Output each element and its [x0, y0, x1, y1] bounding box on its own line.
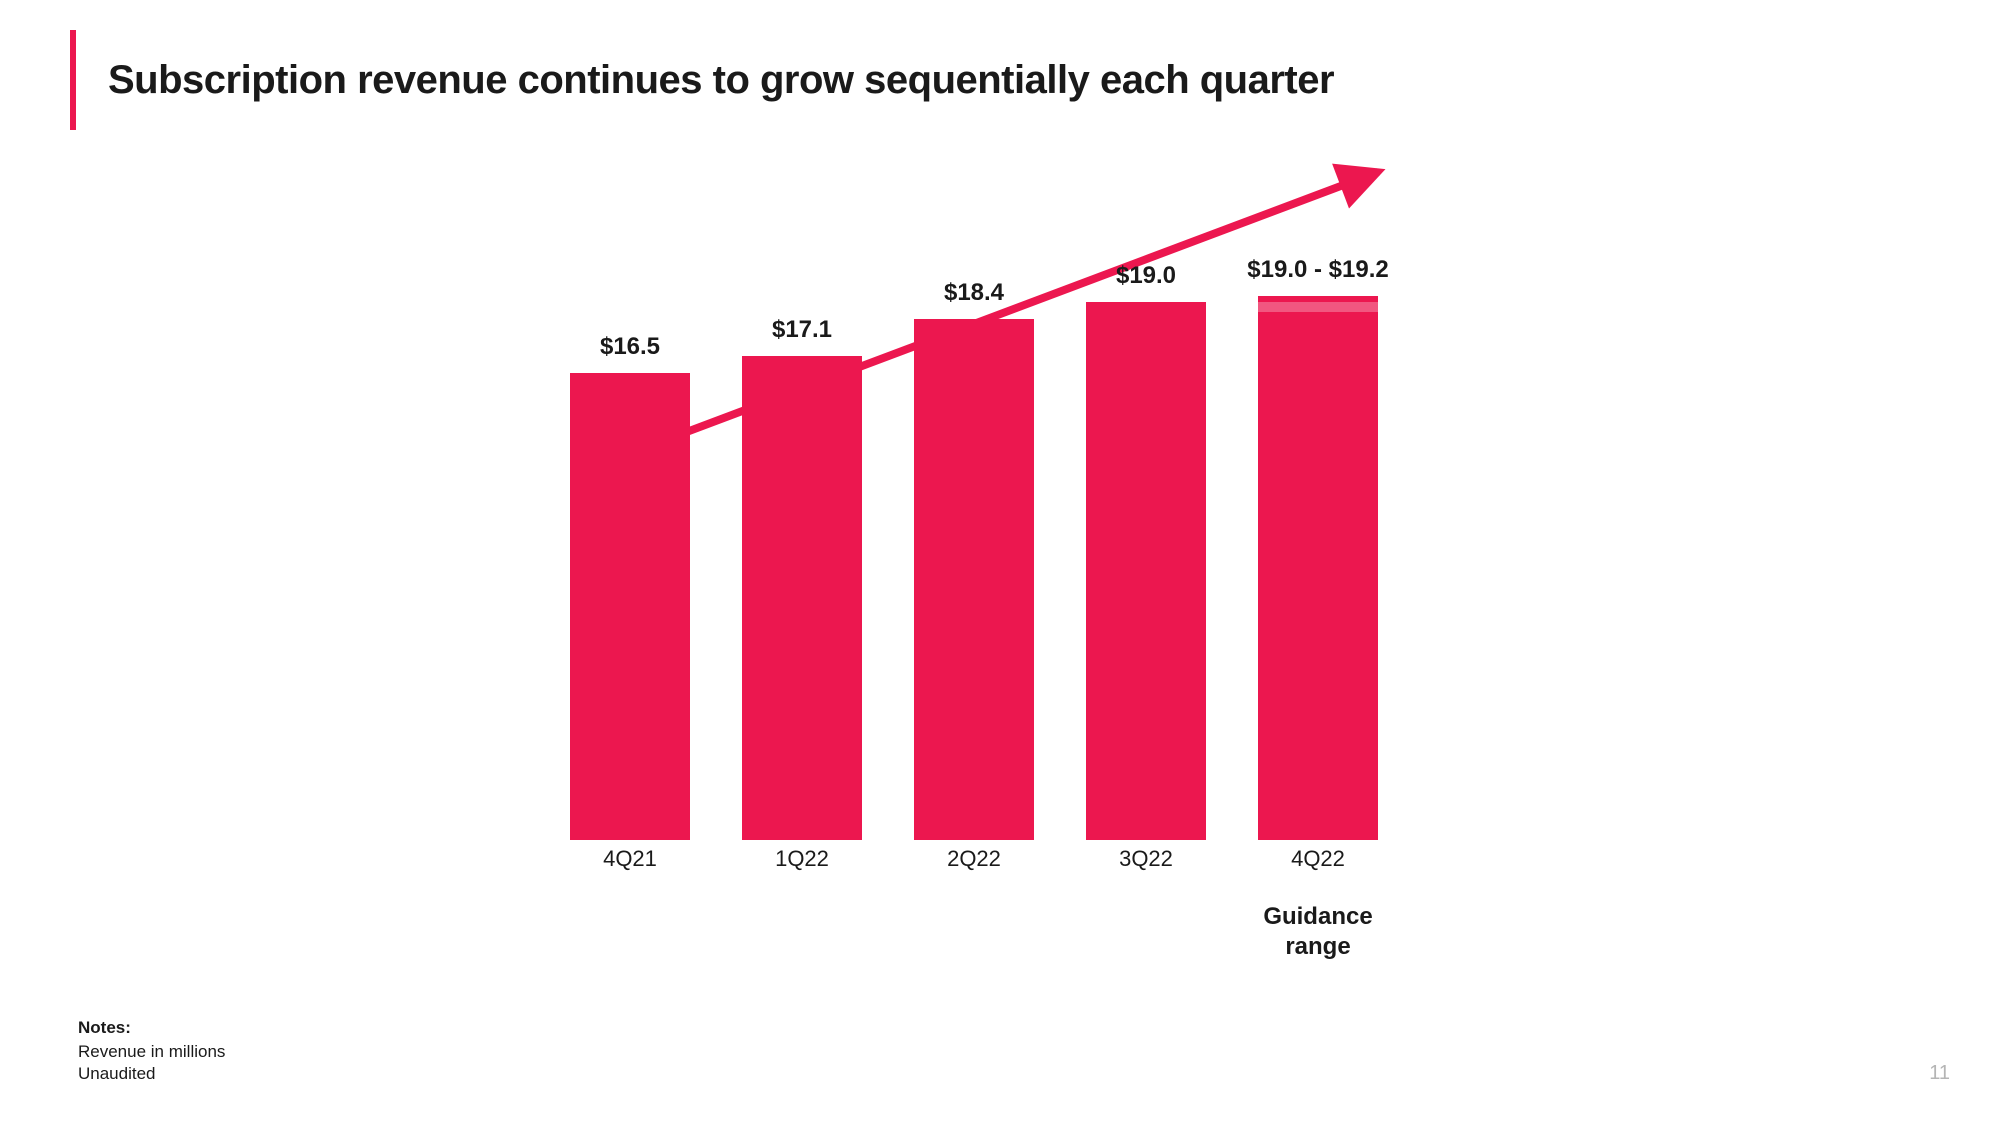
- bar-column: $19.0: [1086, 262, 1206, 840]
- bar-value-label: $19.0 - $19.2: [1247, 256, 1388, 284]
- bar-column: $17.1: [742, 316, 862, 841]
- bar-rect: [1086, 302, 1206, 840]
- bar-column: $18.4: [914, 279, 1034, 840]
- x-axis-label: 4Q21: [580, 846, 680, 872]
- title-accent-bar: [70, 30, 76, 130]
- bar-value-label: $18.4: [944, 279, 1004, 307]
- x-axis-label: 4Q22: [1268, 846, 1368, 872]
- bar-column: $16.5: [570, 333, 690, 841]
- bar-rect: [914, 319, 1034, 840]
- x-axis-label: 1Q22: [752, 846, 852, 872]
- bar-rect: [570, 373, 690, 841]
- bar-column: $19.0 - $19.2: [1258, 256, 1378, 840]
- bar-value-label: $19.0: [1116, 262, 1176, 290]
- notes-line: Revenue in millions: [78, 1041, 225, 1063]
- revenue-bar-chart: $16.5 $17.1 $18.4 $19.0 $19.0 - $19.2: [540, 160, 1410, 840]
- bar-value-label: $17.1: [772, 316, 832, 344]
- notes: Notes: Revenue in millions Unaudited: [78, 1018, 225, 1085]
- bar-rect: [1258, 296, 1378, 840]
- guidance-range-label: Guidancerange: [1228, 902, 1408, 962]
- notes-line: Unaudited: [78, 1063, 225, 1085]
- bar-rect: [742, 356, 862, 841]
- x-axis-label: 3Q22: [1096, 846, 1196, 872]
- bar-value-label: $16.5: [600, 333, 660, 361]
- page-title: Subscription revenue continues to grow s…: [108, 58, 1334, 103]
- notes-heading: Notes:: [78, 1018, 225, 1038]
- page-number: 11: [1929, 1062, 1950, 1085]
- x-axis-label: 2Q22: [924, 846, 1024, 872]
- guidance-overlay: [1258, 302, 1378, 312]
